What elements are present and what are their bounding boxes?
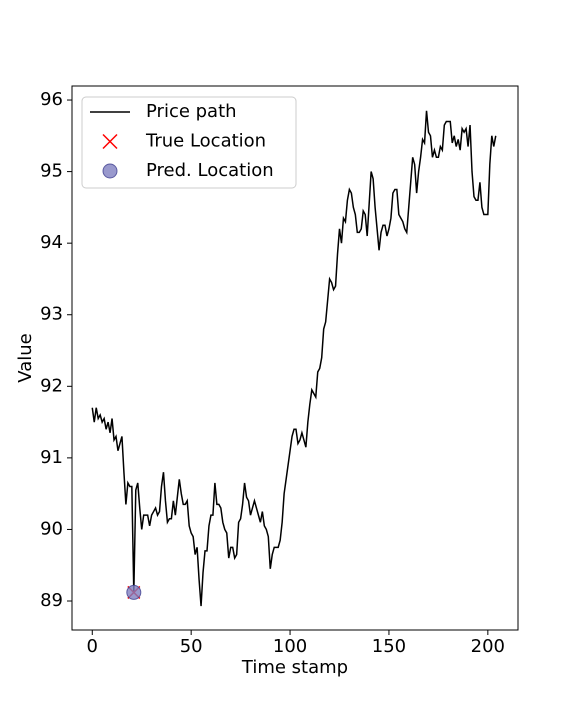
y-tick-label: 95: [40, 161, 63, 182]
legend-label: Pred. Location: [146, 160, 274, 181]
legend-label: Price path: [146, 101, 237, 122]
y-tick-label: 96: [40, 89, 63, 110]
price-line: [91, 110, 497, 607]
legend-label: True Location: [145, 131, 266, 152]
y-tick-label: 93: [40, 304, 63, 325]
y-axis-label: Value: [15, 333, 36, 382]
x-tick-label: 0: [87, 636, 98, 657]
pred-location-marker: [126, 584, 142, 600]
legend-circle: [102, 163, 118, 179]
x-tick-label: 100: [273, 636, 307, 657]
x-tick-label: 50: [180, 636, 203, 657]
y-tick-label: 92: [40, 375, 63, 396]
x-tick-label: 200: [471, 636, 505, 657]
y-tick-label: 90: [40, 518, 63, 539]
x-tick-label: 150: [372, 636, 406, 657]
y-tick-label: 89: [40, 590, 63, 611]
y-tick-label: 91: [40, 447, 63, 468]
legend-box: [81, 96, 297, 189]
plot-frame: [71, 85, 519, 631]
legend-x: [102, 133, 118, 150]
y-tick-label: 94: [40, 232, 63, 253]
x-axis-label: Time stamp: [241, 657, 348, 678]
